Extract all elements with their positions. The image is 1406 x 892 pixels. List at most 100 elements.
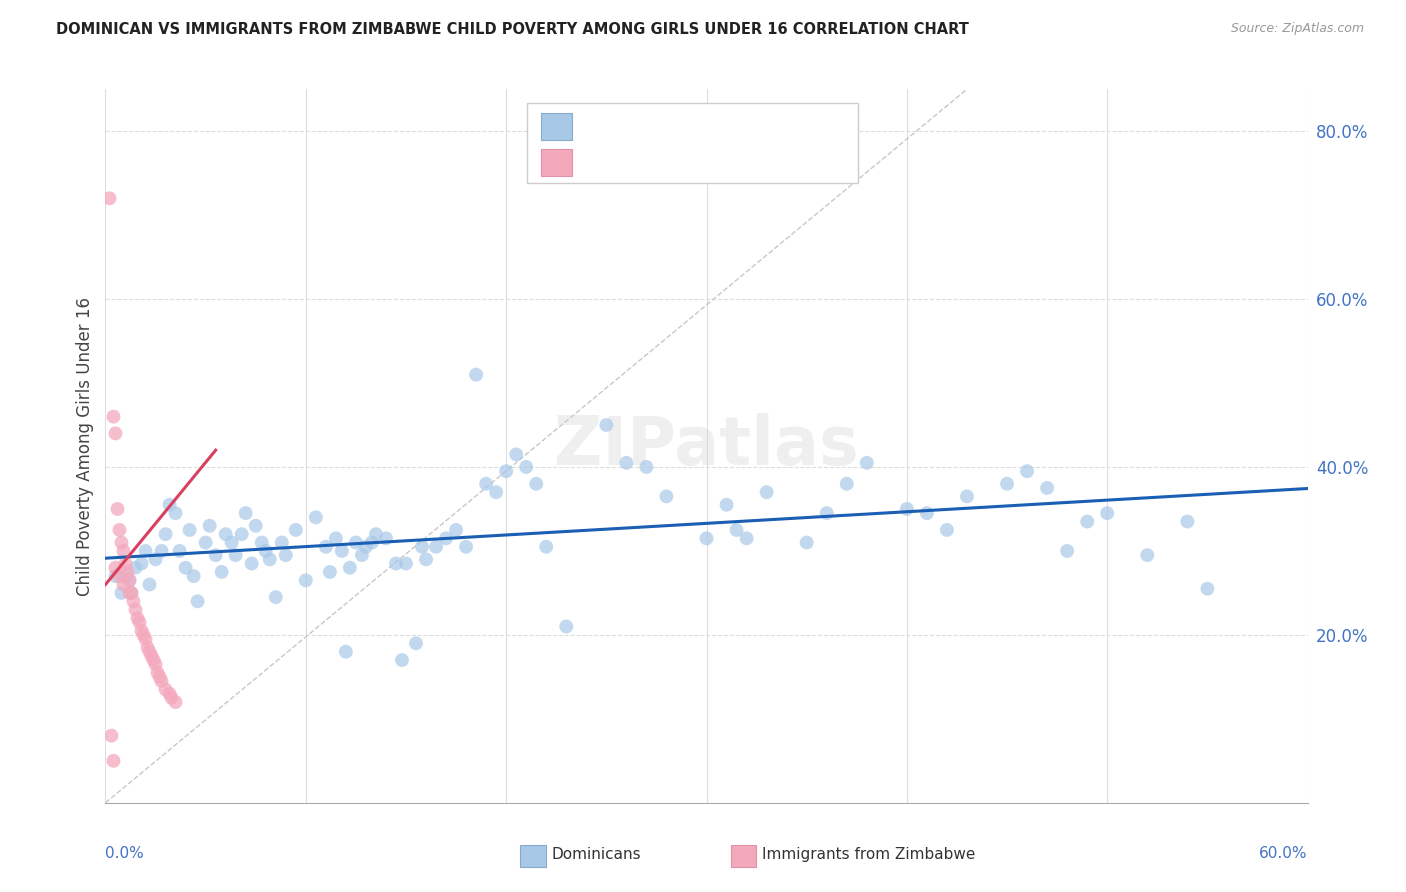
Point [725, 523, 748, 537]
Point [330, 544, 353, 558]
Point [385, 557, 408, 571]
Point [150, 544, 173, 558]
Point [114, 569, 136, 583]
Point [335, 645, 357, 659]
Text: R =: R = [583, 153, 620, 172]
Point [374, 532, 398, 546]
Point [1177, 515, 1199, 529]
Text: ZIPatlas: ZIPatlas [554, 413, 859, 479]
Text: 97: 97 [735, 118, 756, 136]
Point [796, 535, 818, 549]
Point [108, 523, 131, 537]
Point [225, 548, 247, 562]
Point [391, 653, 413, 667]
Point [995, 476, 1018, 491]
Point [411, 540, 433, 554]
Point [124, 560, 146, 574]
Point [270, 535, 292, 549]
Point [240, 557, 263, 571]
Text: R =: R = [583, 118, 620, 136]
Point [956, 489, 979, 503]
Point [534, 540, 557, 554]
Point [655, 489, 678, 503]
Point [735, 532, 758, 546]
Point [159, 498, 181, 512]
Point [124, 603, 146, 617]
Point [515, 460, 537, 475]
Point [595, 417, 617, 432]
Point [350, 548, 373, 562]
Point [187, 594, 209, 608]
Point [716, 498, 738, 512]
Point [198, 518, 221, 533]
Point [319, 565, 342, 579]
Point [259, 552, 281, 566]
Point [104, 426, 127, 441]
Point [415, 552, 437, 566]
Point [395, 557, 418, 571]
Point [264, 590, 287, 604]
Text: N =: N = [686, 153, 734, 172]
Point [148, 670, 170, 684]
Point [145, 552, 167, 566]
Point [1036, 481, 1059, 495]
Point [131, 624, 153, 638]
Point [131, 557, 153, 571]
Point [815, 506, 838, 520]
Point [121, 586, 143, 600]
Point [524, 476, 547, 491]
Point [231, 527, 253, 541]
Point [141, 648, 163, 663]
Point [915, 506, 938, 520]
Point [305, 510, 328, 524]
Text: 60.0%: 60.0% [1260, 846, 1308, 861]
Point [245, 518, 267, 533]
Point [936, 523, 959, 537]
Point [1076, 515, 1098, 529]
Point [475, 476, 498, 491]
Point [103, 409, 125, 424]
Point [165, 506, 187, 520]
Point [505, 447, 527, 461]
Point [211, 565, 233, 579]
Point [110, 586, 132, 600]
Point [100, 729, 122, 743]
Point [444, 523, 467, 537]
Text: N =: N = [686, 118, 734, 136]
Point [1056, 544, 1078, 558]
Point [138, 645, 160, 659]
Point [425, 540, 447, 554]
Point [138, 577, 160, 591]
Point [1197, 582, 1219, 596]
Text: Immigrants from Zimbabwe: Immigrants from Zimbabwe [762, 847, 976, 862]
Point [121, 586, 143, 600]
Point [204, 548, 226, 562]
Point [132, 628, 155, 642]
Point [118, 574, 141, 588]
Point [155, 682, 177, 697]
Point [696, 532, 718, 546]
Point [465, 368, 488, 382]
Point [108, 569, 131, 583]
Text: 36: 36 [735, 153, 756, 172]
Point [114, 557, 136, 571]
Point [896, 502, 918, 516]
Point [214, 527, 236, 541]
Point [150, 674, 173, 689]
Text: 0.0%: 0.0% [105, 846, 145, 861]
Point [155, 527, 177, 541]
Point [325, 532, 347, 546]
Point [160, 690, 183, 705]
Y-axis label: Child Poverty Among Girls Under 16: Child Poverty Among Girls Under 16 [76, 296, 94, 596]
Point [183, 569, 205, 583]
Point [1136, 548, 1159, 562]
Text: DOMINICAN VS IMMIGRANTS FROM ZIMBABWE CHILD POVERTY AMONG GIRLS UNDER 16 CORRELA: DOMINICAN VS IMMIGRANTS FROM ZIMBABWE CH… [56, 22, 969, 37]
Point [103, 754, 125, 768]
Point [344, 535, 367, 549]
Point [110, 535, 132, 549]
Point [274, 548, 297, 562]
Point [354, 540, 377, 554]
Point [454, 540, 477, 554]
Point [135, 544, 157, 558]
Point [107, 502, 129, 516]
